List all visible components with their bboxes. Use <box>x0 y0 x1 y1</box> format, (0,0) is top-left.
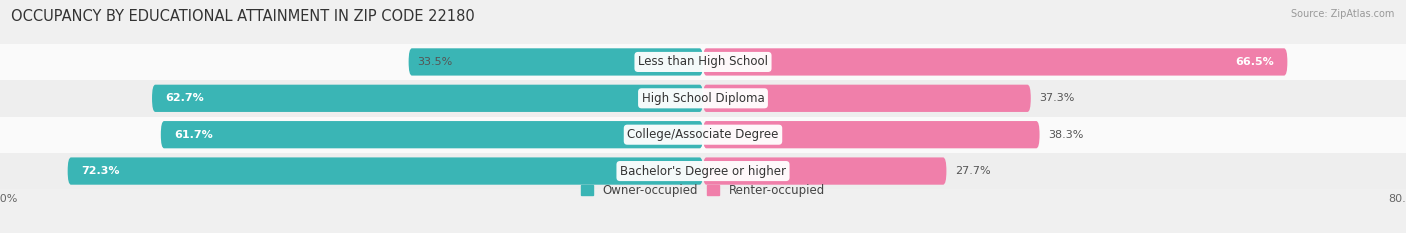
FancyBboxPatch shape <box>0 44 1406 80</box>
FancyBboxPatch shape <box>0 153 1406 189</box>
Text: 61.7%: 61.7% <box>174 130 212 140</box>
FancyBboxPatch shape <box>703 48 1288 75</box>
Text: College/Associate Degree: College/Associate Degree <box>627 128 779 141</box>
FancyBboxPatch shape <box>703 158 946 185</box>
Text: 66.5%: 66.5% <box>1236 57 1274 67</box>
FancyBboxPatch shape <box>409 48 703 75</box>
Text: Source: ZipAtlas.com: Source: ZipAtlas.com <box>1291 9 1395 19</box>
Text: OCCUPANCY BY EDUCATIONAL ATTAINMENT IN ZIP CODE 22180: OCCUPANCY BY EDUCATIONAL ATTAINMENT IN Z… <box>11 9 475 24</box>
Text: 38.3%: 38.3% <box>1049 130 1084 140</box>
Text: Bachelor's Degree or higher: Bachelor's Degree or higher <box>620 164 786 178</box>
Text: High School Diploma: High School Diploma <box>641 92 765 105</box>
Text: 72.3%: 72.3% <box>82 166 120 176</box>
FancyBboxPatch shape <box>0 116 1406 153</box>
FancyBboxPatch shape <box>67 158 703 185</box>
Text: 37.3%: 37.3% <box>1039 93 1076 103</box>
Legend: Owner-occupied, Renter-occupied: Owner-occupied, Renter-occupied <box>581 184 825 197</box>
FancyBboxPatch shape <box>703 121 1039 148</box>
Text: 33.5%: 33.5% <box>418 57 453 67</box>
Text: Less than High School: Less than High School <box>638 55 768 69</box>
FancyBboxPatch shape <box>0 80 1406 116</box>
Text: 62.7%: 62.7% <box>166 93 204 103</box>
FancyBboxPatch shape <box>703 85 1031 112</box>
FancyBboxPatch shape <box>160 121 703 148</box>
Text: 27.7%: 27.7% <box>955 166 991 176</box>
FancyBboxPatch shape <box>152 85 703 112</box>
